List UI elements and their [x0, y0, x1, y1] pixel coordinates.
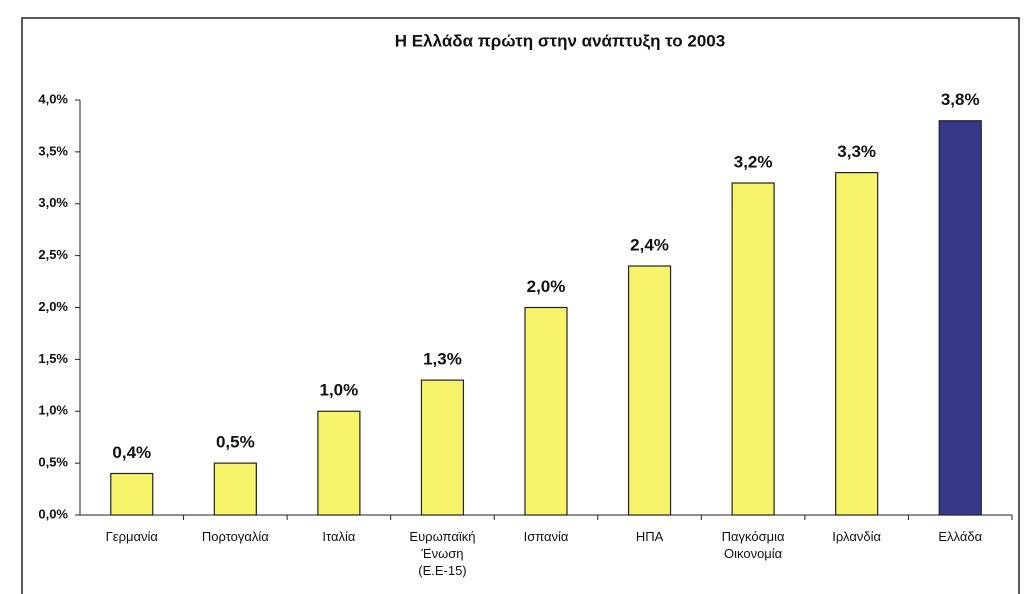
bar — [835, 172, 879, 516]
value-label: 0,5% — [216, 433, 255, 452]
y-tick-label: 2,0% — [38, 299, 68, 314]
x-tick-label: Ευρωπαϊκή Ένωση (Ε.Ε-15) — [409, 529, 476, 578]
value-label: 2,4% — [630, 235, 669, 254]
y-tick-label: 3,5% — [38, 143, 68, 158]
bar — [317, 410, 361, 516]
bar — [938, 120, 982, 516]
bar — [731, 182, 775, 516]
bar — [627, 265, 672, 516]
x-tick-label: Γερμανία — [105, 529, 158, 544]
x-tick-label: Ελλάδα — [938, 529, 983, 544]
value-label: 2,0% — [527, 277, 566, 296]
value-label: 3,2% — [734, 152, 773, 171]
bar — [524, 306, 568, 516]
value-label: 1,0% — [320, 381, 359, 400]
x-tick-label: Πορτογαλία — [201, 529, 269, 544]
value-label: 3,3% — [837, 142, 876, 161]
bar — [213, 462, 257, 516]
bar — [110, 472, 154, 516]
y-tick-label: 1,0% — [38, 403, 68, 418]
x-tick-label: Ισπανία — [523, 529, 569, 544]
frame — [21, 17, 1020, 594]
y-tick-label: 1,5% — [38, 351, 68, 366]
y-tick-label: 4,0% — [38, 91, 68, 106]
bar — [420, 379, 465, 516]
value-label: 3,8% — [941, 90, 980, 109]
y-tick-label: 0,5% — [38, 455, 68, 470]
y-tick-label: 0,0% — [38, 506, 68, 521]
value-label: 1,3% — [423, 350, 462, 369]
x-tick-label: Ιταλία — [322, 529, 356, 544]
value-label: 0,4% — [112, 443, 151, 462]
y-tick-label: 3,0% — [38, 195, 68, 210]
y-tick-label: 2,5% — [38, 247, 68, 262]
x-tick-label: Παγκόσμια Οικονομία — [721, 529, 785, 561]
x-tick-label: ΗΠΑ — [635, 529, 664, 544]
x-tick-label: Ιρλανδία — [832, 529, 882, 544]
chart-title: Η Ελλάδα πρώτη στην ανάπτυξη το 2003 — [395, 31, 725, 50]
